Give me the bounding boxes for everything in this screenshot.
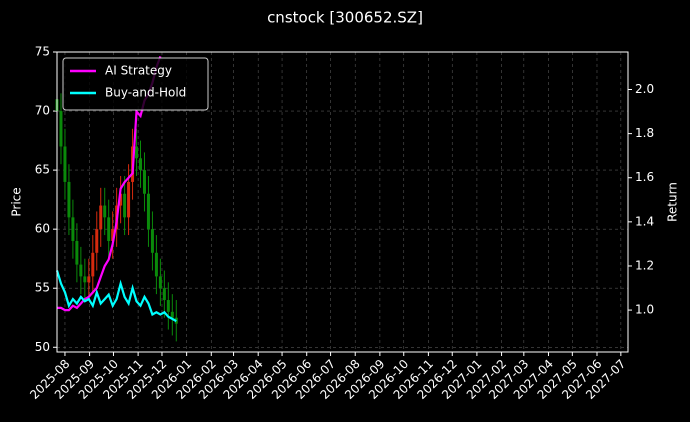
- y-tick-label: 60: [35, 222, 50, 236]
- y2-axis-label: Return: [666, 182, 680, 222]
- chart-title: cnstock [300652.SZ]: [267, 9, 423, 27]
- y2-tick-label: 1.0: [635, 303, 654, 317]
- candle-body: [71, 217, 75, 241]
- y2-tick-label: 2.0: [635, 82, 654, 96]
- candle-body: [135, 146, 139, 159]
- y2-tick-label: 1.6: [635, 170, 654, 184]
- candle-body: [67, 181, 71, 218]
- candle-body: [59, 111, 63, 147]
- y-tick-label: 70: [35, 104, 50, 118]
- candle-body: [99, 205, 103, 230]
- candle-body: [111, 229, 115, 241]
- return-line: [55, 270, 177, 323]
- candle-body: [146, 193, 150, 230]
- candle-body: [158, 276, 162, 289]
- candle-body: [103, 205, 107, 218]
- candle-body: [63, 146, 67, 182]
- candle-body: [166, 300, 170, 312]
- candle-body: [95, 229, 99, 253]
- legend-label: Buy-and-Hold: [105, 86, 186, 100]
- y2-tick-label: 1.2: [635, 258, 654, 272]
- legend-box: [62, 57, 209, 111]
- y2-tick-label: 1.8: [635, 126, 654, 140]
- legend-label: AI Strategy: [105, 64, 172, 78]
- candle-body: [150, 229, 154, 253]
- candle-body: [79, 264, 83, 277]
- y2-tick-label: 1.4: [635, 214, 654, 228]
- candle-body: [123, 193, 127, 218]
- candle-body: [119, 193, 123, 206]
- candle-body: [87, 276, 91, 283]
- y-tick-label: 50: [35, 340, 50, 354]
- candle-body: [142, 170, 146, 194]
- candle-body: [107, 217, 111, 241]
- candle-body: [170, 311, 174, 318]
- y-tick-label: 75: [35, 45, 50, 59]
- candle-body: [162, 288, 166, 301]
- candle-body: [91, 252, 95, 277]
- y-tick-label: 55: [35, 281, 50, 295]
- y-axis-label: Price: [10, 187, 24, 216]
- candle-body: [127, 181, 131, 218]
- candle-body: [83, 276, 87, 283]
- y-tick-label: 65: [35, 163, 50, 177]
- candle-body: [154, 252, 158, 277]
- candle-body: [75, 240, 79, 265]
- plot-frame: [56, 51, 629, 353]
- candle-body: [139, 158, 143, 171]
